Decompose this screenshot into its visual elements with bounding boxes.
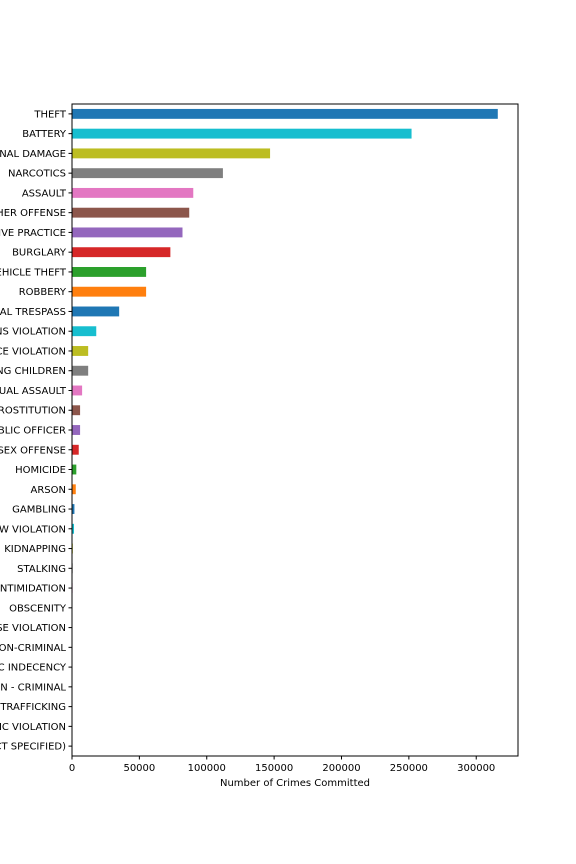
y-tick-label: PROSTITUTION xyxy=(0,406,66,417)
bar-sex-offense xyxy=(72,444,79,455)
bar-arson xyxy=(72,484,76,495)
bar-criminal-damage xyxy=(72,148,271,159)
x-axis-ticks: 0 50000 100000 150000 200000 250000 300000 xyxy=(69,756,495,774)
bar-battery xyxy=(72,128,412,139)
x-tick-label: 300000 xyxy=(457,763,495,774)
bar-crim-sexual-assault xyxy=(72,385,83,396)
y-tick-label: THEFT xyxy=(33,109,67,120)
y-tick-label: PUBLIC INDECENCY xyxy=(0,663,67,674)
y-tick-label: NON-CRIMINAL xyxy=(0,643,66,654)
y-axis-ticks: THEFT BATTERY CRIMINAL DAMAGE NARCOTICS ASSA… xyxy=(0,109,72,753)
y-tick-label: NON-CRIMINAL (SUBJECT SPECIFIED) xyxy=(0,742,66,753)
y-tick-label: HUMAN TRAFFICKING xyxy=(0,702,66,713)
y-tick-label: OFFENSE INVOLVING CHILDREN xyxy=(0,366,66,377)
bar-narcotics xyxy=(72,168,223,179)
x-tick-label: 100000 xyxy=(188,763,226,774)
y-tick-label: WEAPONS VIOLATION xyxy=(0,327,66,338)
bar-prostitution xyxy=(72,405,81,416)
y-tick-label: OTHER NARCOTIC VIOLATION xyxy=(0,722,66,733)
bar-offense-involving-children xyxy=(72,365,89,376)
y-tick-label: STALKING xyxy=(17,564,66,575)
x-tick-label: 200000 xyxy=(322,763,360,774)
y-tick-label: SEX OFFENSE xyxy=(0,445,66,456)
plot-frame xyxy=(71,103,519,757)
y-tick-label: OTHER OFFENSE xyxy=(0,208,66,219)
y-tick-label: BURGLARY xyxy=(12,248,67,259)
bar-robbery xyxy=(72,286,147,297)
y-tick-label: CONCEALED CARRY LICENSE VIOLATION xyxy=(0,623,66,634)
bar-liquor-law-violation xyxy=(72,523,75,534)
y-tick-label: LIQUOR LAW VIOLATION xyxy=(0,524,66,535)
y-tick-label: MOTOR VEHICLE THEFT xyxy=(0,267,67,278)
bar-other-offense xyxy=(72,207,190,218)
y-tick-label: OBSCENITY xyxy=(9,603,67,614)
bar-deceptive-practice xyxy=(72,227,183,238)
bar-criminal-trespass xyxy=(72,306,120,317)
bar-public-peace-violation xyxy=(72,346,89,356)
bars-group xyxy=(72,108,498,752)
y-tick-label: PUBLIC PEACE VIOLATION xyxy=(0,346,66,357)
bar-assault xyxy=(72,187,194,198)
x-axis-label: Number of Crimes Committed xyxy=(220,778,370,789)
y-tick-label: ASSAULT xyxy=(22,188,67,199)
y-tick-label: CRIM SEXUAL ASSAULT xyxy=(0,386,67,397)
bar-homicide xyxy=(72,464,77,475)
y-tick-label: CRIMINAL TRESPASS xyxy=(0,307,66,318)
bar-interference-with-public-officer xyxy=(72,425,81,435)
bar-weapons-violation xyxy=(72,326,97,337)
y-tick-label: BATTERY xyxy=(22,129,67,140)
bar-theft xyxy=(72,108,498,119)
y-tick-label: CRIMINAL DAMAGE xyxy=(0,149,66,160)
x-tick-label: 150000 xyxy=(255,763,293,774)
y-tick-label: HUMAN TRAFFICKING - NON - CRIMINAL xyxy=(0,682,66,693)
bar-motor-vehicle-theft xyxy=(72,267,147,277)
y-tick-label: GAMBLING xyxy=(12,505,66,516)
y-tick-label: NARCOTICS xyxy=(8,169,66,180)
y-tick-label: DECEPTIVE PRACTICE xyxy=(0,228,66,239)
y-tick-label: INTERFERENCE WITH PUBLIC OFFICER xyxy=(0,426,66,437)
y-tick-label: INTIMIDATION xyxy=(0,584,66,595)
bar-gambling xyxy=(72,504,75,514)
y-tick-label: KIDNAPPING xyxy=(4,544,66,555)
x-tick-label: 250000 xyxy=(390,763,428,774)
x-tick-label: 0 xyxy=(69,763,75,774)
y-tick-label: ARSON xyxy=(31,485,67,496)
y-tick-label: HOMICIDE xyxy=(15,465,66,476)
y-tick-label: ROBBERY xyxy=(19,287,67,298)
x-tick-label: 50000 xyxy=(123,763,155,774)
bar-burglary xyxy=(72,247,171,258)
